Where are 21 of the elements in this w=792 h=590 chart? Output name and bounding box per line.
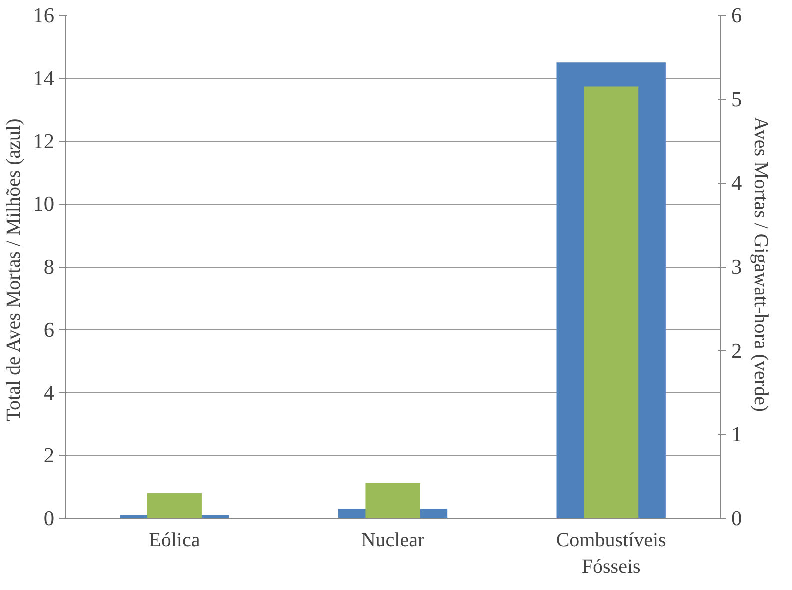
y-tick-label: 8: [44, 255, 55, 279]
y2-tick-label: 1: [732, 422, 742, 447]
x-tick-label: Eólica: [149, 530, 200, 552]
y2-axis-title: Aves Mortas / Gigawatt-hora (verde): [750, 116, 772, 412]
x-tick-label: Combustíveis Fósseis: [556, 530, 667, 578]
y-tick-label: 14: [33, 66, 55, 90]
y-tick-label: 0: [44, 506, 55, 530]
y2-tick-label: 4: [732, 171, 742, 196]
y2-tick-label: 2: [732, 338, 742, 363]
x-tick-label: Nuclear: [361, 530, 425, 552]
y2-tick-label: 3: [732, 255, 742, 279]
y-tick-label: 10: [33, 192, 54, 216]
y2-tick-label: 0: [732, 506, 742, 530]
y2-tick-label: 5: [732, 87, 742, 112]
y-tick-label: 2: [44, 444, 55, 468]
y2-tick-label: 6: [732, 4, 742, 28]
y-axis-title: Total de Aves Mortas / Milhões (azul): [3, 118, 26, 422]
y-tick-label: 4: [44, 380, 55, 405]
y-tick-label: 12: [33, 129, 54, 154]
y-tick-label: 6: [44, 318, 55, 342]
y-tick-label: 16: [33, 4, 55, 28]
